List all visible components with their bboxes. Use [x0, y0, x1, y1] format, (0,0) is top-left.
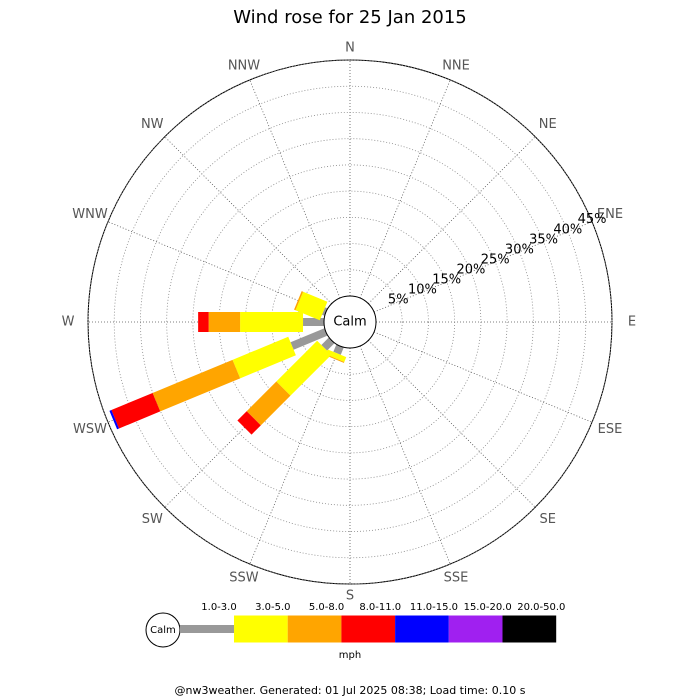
y-tick-label: 45% — [578, 212, 607, 227]
spoke — [359, 345, 451, 565]
bar-segment — [303, 318, 324, 326]
direction-label: WSW — [73, 422, 107, 437]
direction-label: WNW — [72, 207, 108, 222]
legend-swatch — [287, 615, 342, 643]
legend-swatch — [341, 615, 396, 643]
grid-ring — [140, 112, 560, 532]
bar-segment — [111, 392, 161, 429]
footer: @nw3weather. Generated: 01 Jul 2025 08:3… — [175, 684, 526, 697]
legend-label: 20.0-50.0 — [517, 602, 565, 613]
bar-segment — [294, 291, 304, 311]
y-tick-label: 10% — [408, 282, 437, 297]
grid-ring — [166, 138, 534, 506]
bar-segment — [109, 410, 120, 430]
grid-ring — [297, 269, 403, 375]
direction-label: S — [346, 589, 354, 604]
bar-segment — [240, 312, 304, 332]
bar-segment — [333, 344, 344, 355]
spoke — [373, 331, 593, 423]
y-tick-label: 20% — [456, 262, 485, 277]
unit-label: mph — [339, 650, 361, 661]
legend-swatch — [448, 615, 503, 643]
legend-swatch — [502, 615, 557, 643]
direction-label: W — [62, 315, 75, 330]
legend-calm: Calm — [150, 625, 176, 636]
y-tick-label: 40% — [553, 222, 582, 237]
bar-segment — [325, 354, 345, 363]
spoke — [368, 340, 536, 508]
legend-label: 1.0-3.0 — [201, 602, 236, 613]
grid-ring — [244, 216, 456, 428]
spoke — [164, 136, 332, 304]
bar-segment — [276, 340, 332, 396]
spoke — [359, 79, 451, 299]
direction-label: ESE — [598, 422, 623, 437]
grid-ring — [113, 85, 587, 559]
bar-segment — [152, 359, 241, 412]
spoke — [368, 136, 536, 304]
bar-segment — [208, 312, 241, 332]
bar-segment — [322, 307, 328, 316]
direction-label: NNE — [442, 59, 470, 74]
direction-label: NE — [539, 117, 557, 132]
grid-ring — [87, 59, 613, 585]
chart-title: Wind rose for 25 Jan 2015 — [233, 7, 467, 28]
spoke — [249, 345, 341, 565]
y-tick-label: 30% — [505, 242, 534, 257]
direction-label: E — [628, 315, 636, 330]
direction-label: NW — [141, 117, 164, 132]
y-tick-label: 15% — [432, 272, 461, 287]
legend-swatch — [234, 615, 288, 643]
grid-ring — [192, 164, 508, 480]
legend-label: 15.0-20.0 — [464, 602, 512, 613]
spoke — [249, 79, 341, 299]
bar-segment — [321, 337, 335, 351]
direction-label: ENE — [597, 207, 623, 222]
bar-segment — [295, 291, 328, 321]
bar-segment — [325, 349, 347, 362]
calm-circle — [323, 295, 377, 349]
legend-label: 8.0-11.0 — [359, 602, 401, 613]
legend-label: 5.0-8.0 — [309, 602, 344, 613]
bar-segment — [198, 312, 209, 332]
legend-swatch — [395, 615, 449, 643]
spoke — [107, 221, 327, 313]
y-tick-label: 25% — [481, 252, 510, 267]
direction-label: SW — [142, 512, 163, 527]
direction-label: SSW — [229, 570, 259, 585]
direction-label: N — [345, 41, 355, 56]
legend-label: 3.0-5.0 — [255, 602, 290, 613]
direction-label: NNW — [228, 59, 260, 74]
bar-segment — [232, 336, 296, 379]
bar-segment — [290, 328, 328, 350]
legend-label: 11.0-15.0 — [410, 602, 458, 613]
bar-segment — [246, 381, 291, 426]
spoke — [373, 221, 593, 313]
y-tick-label: 5% — [388, 293, 409, 308]
legend-swatch — [180, 625, 234, 633]
calm-label: Calm — [333, 315, 366, 330]
direction-label: SE — [540, 512, 556, 527]
bar-segment — [237, 411, 261, 435]
direction-label: SSE — [444, 570, 469, 585]
y-tick-label: 35% — [529, 232, 558, 247]
